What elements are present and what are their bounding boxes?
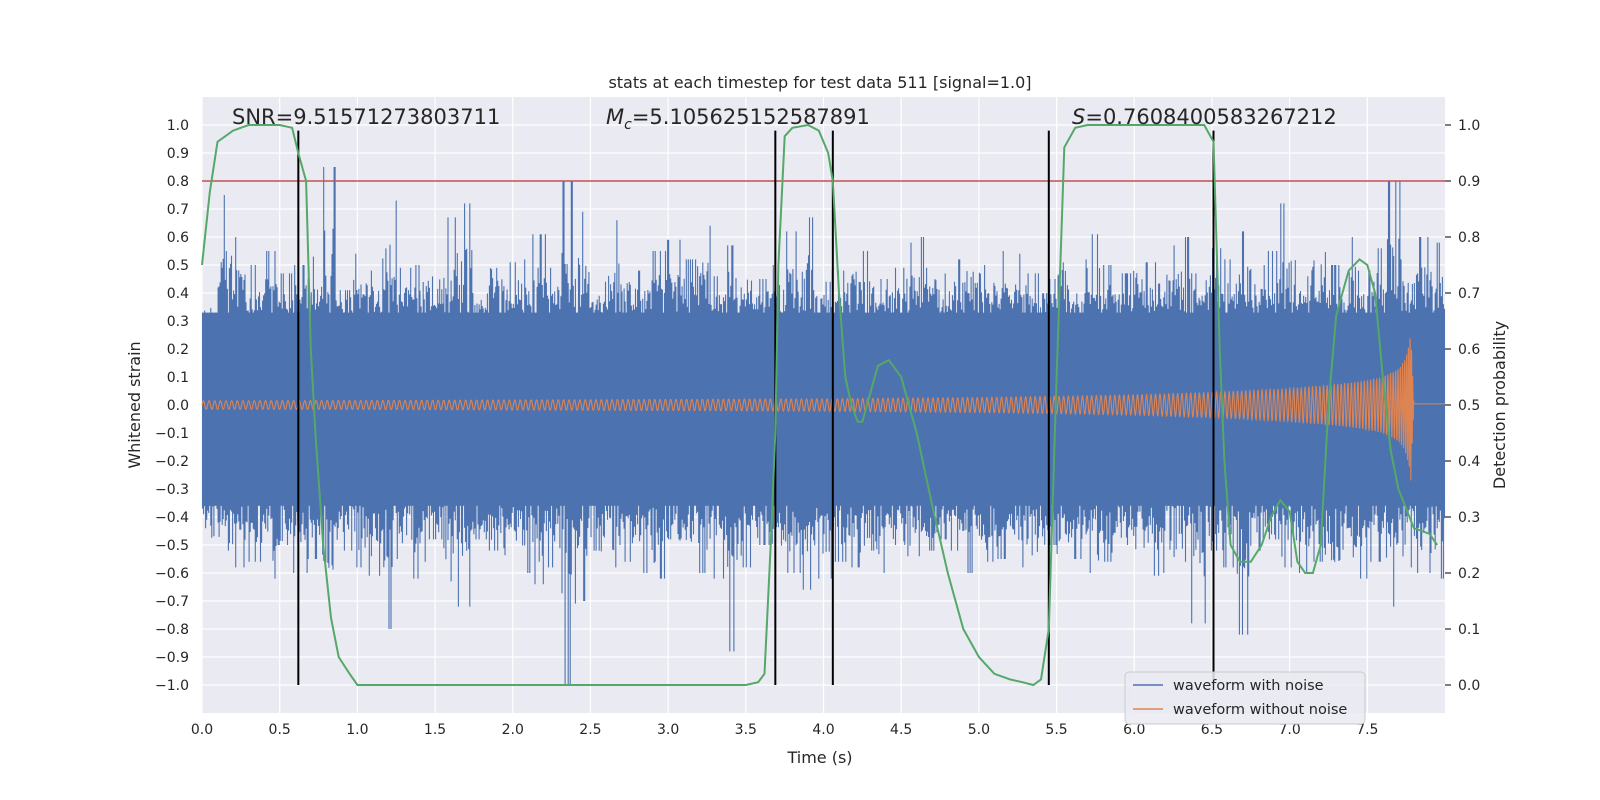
x-tick-label: 2.5 <box>579 722 601 738</box>
mc-annotation: Mc=5.105625152587891 <box>606 105 870 133</box>
x-tick-label: 5.0 <box>968 722 990 738</box>
y-tick-label: 0.9 <box>167 146 189 162</box>
legend: waveform with noise waveform without noi… <box>1124 671 1366 725</box>
legend-clean-label: waveform without noise <box>1173 702 1347 718</box>
y-tick-label: 0.7 <box>167 202 189 218</box>
y-ticks: 1.0 0.9 0.8 0.7 0.6 0.5 0.4 0.3 0.2 0.1 0.0 −0.1 −0.… <box>155 118 189 694</box>
y-tick-label: −0.1 <box>155 426 189 442</box>
y2-tick-label: 1.0 <box>1458 118 1480 134</box>
x-tick-label: 0.5 <box>269 722 291 738</box>
y2-axis-label: Detection probability <box>1490 321 1509 489</box>
y2-tick-label: 0.4 <box>1458 454 1480 470</box>
clean-series <box>201 338 1445 481</box>
y2-tick-label: 0.5 <box>1458 398 1480 414</box>
y-tick-label: −0.5 <box>155 538 189 554</box>
y-tick-label: 0.3 <box>167 314 189 330</box>
y2-tick-label: 0.8 <box>1458 230 1480 246</box>
mc-value: =5.105625152587891 <box>632 105 870 129</box>
snr-annotation: SNR=9.51571273803711 <box>232 105 500 129</box>
y-tick-label: −1.0 <box>155 678 189 694</box>
y2-tick-label: 0.6 <box>1458 342 1480 358</box>
x-tick-label: 6.0 <box>1123 722 1145 738</box>
mc-subscript: c <box>624 117 632 133</box>
s-value: =0.7608400583267212 <box>1085 105 1336 129</box>
y2-tick-label: 0.2 <box>1458 566 1480 582</box>
y-tick-label: −0.3 <box>155 482 189 498</box>
mc-symbol: M <box>606 105 624 129</box>
x-axis-label: Time (s) <box>786 748 852 767</box>
detection-probability-line <box>201 123 1439 687</box>
x-tick-label: 7.5 <box>1356 722 1378 738</box>
x-tick-label: 0.0 <box>191 722 213 738</box>
y-tick-label: 0.6 <box>167 230 189 246</box>
y-tick-label: −0.9 <box>155 650 189 666</box>
y2-ticks: 1.0 0.9 0.8 0.7 0.6 0.5 0.4 0.3 0.2 0.1 0.0 <box>1445 118 1480 694</box>
y-tick-label: −0.4 <box>155 510 189 526</box>
x-tick-label: 1.5 <box>424 722 446 738</box>
clean-waveform-line <box>201 338 1445 481</box>
y2-tick-label: 0.0 <box>1458 678 1480 694</box>
x-tick-label: 4.5 <box>890 722 912 738</box>
y-tick-label: −0.7 <box>155 594 189 610</box>
y2-tick-label: 0.1 <box>1458 622 1480 638</box>
y-tick-label: −0.6 <box>155 566 189 582</box>
y-tick-label: 0.1 <box>167 370 189 386</box>
s-annotation: S=0.7608400583267212 <box>1072 105 1337 129</box>
x-tick-label: 7.0 <box>1278 722 1300 738</box>
x-ticks: 0.0 0.5 1.0 1.5 2.0 2.5 3.0 3.5 4.0 4.5 5.0 5.5 6.0 6… <box>191 722 1379 738</box>
x-tick-label: 3.0 <box>657 722 679 738</box>
y-tick-label: −0.8 <box>155 622 189 638</box>
y2-tick-label: 0.9 <box>1458 174 1480 190</box>
y-tick-label: −0.2 <box>155 454 189 470</box>
legend-box <box>1124 671 1366 725</box>
y-tick-label: 0.5 <box>167 258 189 274</box>
x-tick-label: 1.0 <box>346 722 368 738</box>
y2-tick-label: 0.3 <box>1458 510 1480 526</box>
x-tick-label: 5.5 <box>1045 722 1067 738</box>
x-tick-label: 6.5 <box>1201 722 1223 738</box>
x-tick-label: 2.0 <box>502 722 524 738</box>
y-tick-label: 0.8 <box>167 174 189 190</box>
x-tick-label: 4.0 <box>812 722 834 738</box>
y2-tick-label: 0.7 <box>1458 286 1480 302</box>
s-symbol: S <box>1072 105 1085 129</box>
y-tick-label: 0.0 <box>167 398 189 414</box>
x-tick-label: 3.5 <box>735 722 757 738</box>
probability-series <box>201 123 1439 687</box>
y-tick-label: 0.4 <box>167 286 189 302</box>
y-tick-label: 0.2 <box>167 342 189 358</box>
legend-noise-label: waveform with noise <box>1173 678 1324 694</box>
y-axis-label: Whitened strain <box>125 341 144 468</box>
chart-title: stats at each timestep for test data 511… <box>608 73 1031 92</box>
y-tick-label: 1.0 <box>167 118 189 134</box>
